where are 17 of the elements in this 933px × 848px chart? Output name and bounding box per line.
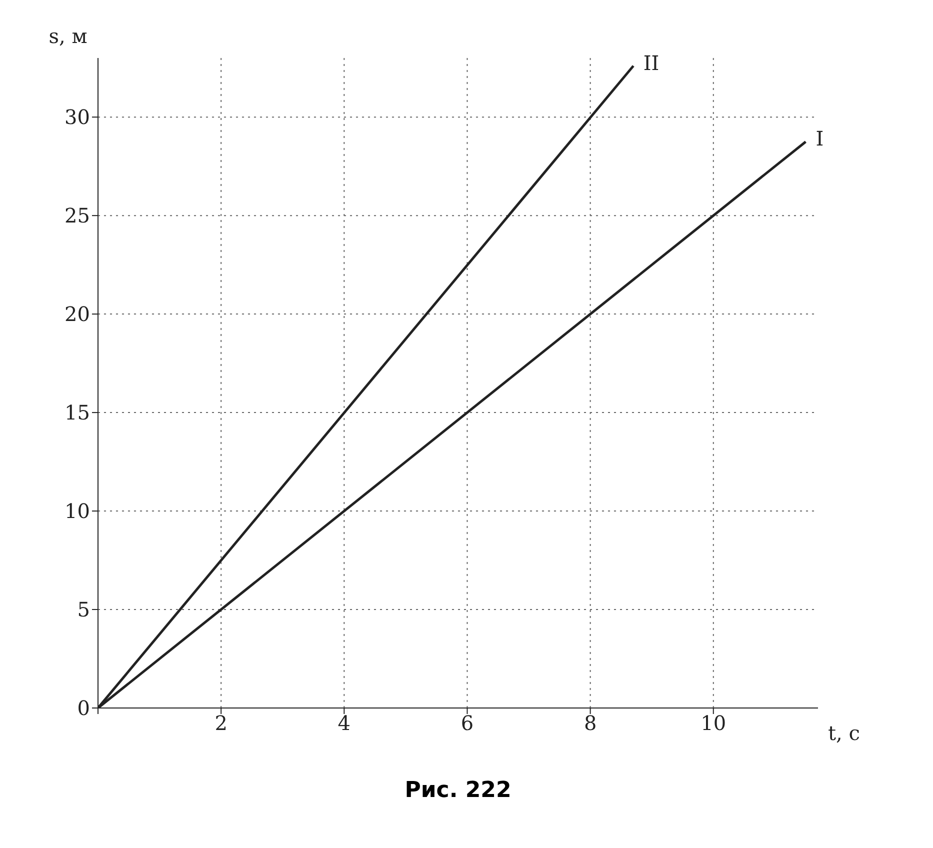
x-tick-label: 4 [338,711,351,736]
text: Рис. 222 [404,778,512,803]
y-tick-label: 5 [77,598,90,622]
y-axis-title: s, м [48,24,88,48]
y-tick-label: 25 [64,204,90,228]
x-tick-label: 10 [700,711,726,736]
y-tick-label: 30 [64,105,90,130]
y-tick-label: 10 [64,499,90,524]
x-tick-label: 2 [214,711,228,736]
y-tick-label: 20 [64,302,90,326]
series-label: I [816,126,824,151]
y-tick-label: 0 [77,696,90,720]
series-label: II [643,50,660,75]
x-axis-title: t, c [828,721,860,746]
x-tick-label: 8 [584,711,597,736]
x-tick-label: 6 [460,711,474,736]
y-tick-label: 15 [64,400,90,425]
